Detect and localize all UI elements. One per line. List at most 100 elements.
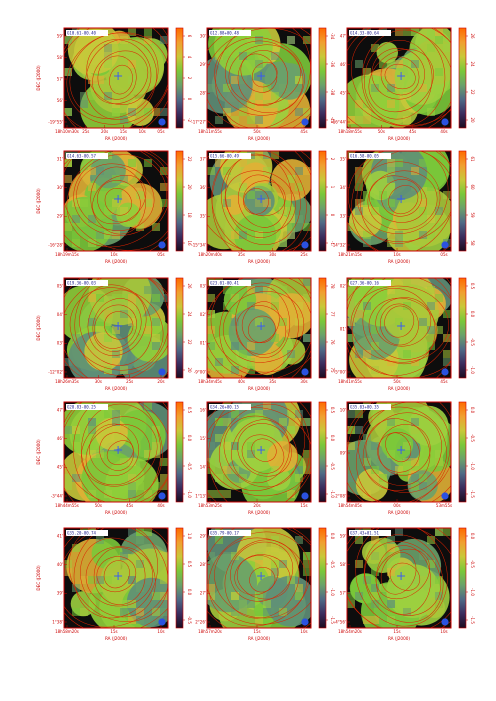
map-pixel	[96, 36, 104, 44]
ra-tick-label: 10s	[300, 629, 307, 634]
map-pixel	[104, 576, 112, 584]
map-pixel	[435, 223, 443, 231]
map-pixel	[263, 167, 271, 175]
y-axis-label: DEC (J2000)	[36, 65, 41, 91]
contour-line	[362, 287, 436, 365]
beam-marker	[441, 241, 449, 249]
ra-tick-label: 18h41m55s	[338, 379, 362, 384]
ra-tick-label: 45s	[126, 503, 133, 508]
beam-marker	[301, 241, 309, 249]
map-pixel	[355, 560, 363, 568]
contour-line	[211, 151, 311, 251]
contour-line	[89, 423, 140, 476]
colorbar-tick-label: 26	[187, 283, 192, 289]
map-pixel	[231, 410, 239, 418]
map-pixel	[239, 183, 247, 191]
map-pixel	[136, 560, 144, 568]
map-pixel	[128, 159, 136, 167]
map-pixel	[128, 482, 136, 490]
map-pixel	[295, 592, 303, 600]
beam-marker	[301, 118, 309, 126]
contour-line	[358, 406, 447, 493]
ra-tick-label: 25s	[300, 252, 307, 257]
contour-line	[208, 531, 311, 627]
map-pixel	[104, 366, 112, 374]
map-pixel	[387, 568, 395, 576]
dec-tick-label: 29'	[57, 214, 63, 219]
map-pixel	[371, 410, 379, 418]
map-pixel	[395, 159, 403, 167]
colorbar-tick-label: 6	[187, 35, 192, 38]
map-pixel	[128, 76, 136, 84]
map-pixel	[152, 342, 160, 350]
map-pixel	[215, 490, 223, 498]
map-pixel	[152, 592, 160, 600]
contour-line	[240, 53, 278, 93]
map-pixel	[255, 92, 263, 100]
map-pixel	[387, 616, 395, 624]
colorbar-tick-label: 22	[187, 339, 192, 345]
contour-line	[90, 166, 146, 235]
beam-marker	[158, 618, 166, 626]
map-pixel	[379, 60, 387, 68]
contour-line	[228, 44, 301, 105]
map-pixel	[88, 183, 96, 191]
panel-frame	[63, 27, 169, 129]
map-pixel	[128, 28, 136, 36]
map-pixel	[435, 326, 443, 334]
contour-line	[222, 291, 305, 363]
map-pixel	[104, 44, 112, 52]
beam-marker	[301, 492, 309, 500]
panel-9: G27.36-00.16 18h41m55s 50s 45s -5°00' 01' 02' -…	[334, 277, 475, 391]
colorbar-tick-label: -36	[330, 61, 335, 68]
map-pixel	[403, 608, 411, 616]
colorbar-tick-label: 24	[470, 61, 475, 67]
map-pixel	[88, 167, 96, 175]
dec-tick-label: 29'	[200, 533, 206, 538]
source-label-box	[66, 280, 108, 286]
map-pixel	[104, 207, 112, 215]
map-pixel	[371, 326, 379, 334]
dec-tick-label: 02'	[340, 283, 346, 288]
emission-blob	[267, 441, 298, 473]
ra-tick-label: 15s	[300, 503, 307, 508]
contour-line	[92, 50, 149, 105]
contour-line	[380, 56, 420, 96]
dec-tick-label: 58'	[57, 55, 63, 60]
map-pixel	[112, 616, 120, 624]
map-pixel	[403, 92, 411, 100]
source-label: G16.58-00.05	[350, 154, 379, 159]
ra-tick-label: 15s	[120, 129, 127, 134]
map-pixel	[152, 68, 160, 76]
ra-tick-label: 18h54m05s	[338, 503, 362, 508]
colorbar-tick-label: -1.5	[470, 490, 475, 498]
y-axis-label: DEC (J2000)	[36, 565, 41, 591]
contour-line	[76, 163, 155, 231]
colorbar	[175, 527, 184, 629]
colorbar-tick-label: 2	[330, 158, 335, 161]
map-pixel	[144, 28, 152, 36]
map-pixel	[411, 167, 419, 175]
map-pixel	[295, 215, 303, 223]
colorbar-tick-label: 78	[330, 283, 335, 289]
map-pixel	[215, 474, 223, 482]
map-pixel	[72, 474, 80, 482]
map-pixel	[112, 418, 120, 426]
map-pixel	[152, 426, 160, 434]
map-pixel	[303, 167, 311, 175]
beam-marker	[441, 368, 449, 376]
map-pixel	[239, 52, 247, 60]
map-pixel	[387, 100, 395, 108]
map-pixel	[152, 108, 160, 116]
map-pixel	[387, 159, 395, 167]
map-pixel	[239, 159, 247, 167]
colorbar	[175, 150, 184, 252]
map-pixel	[128, 616, 136, 624]
contour-line	[243, 188, 269, 215]
dec-tick-label: 28'	[200, 91, 206, 96]
map-pixel	[287, 215, 295, 223]
map-pixel	[419, 207, 427, 215]
map-pixel	[88, 318, 96, 326]
source-label-box	[209, 530, 251, 536]
map-pixel	[387, 286, 395, 294]
